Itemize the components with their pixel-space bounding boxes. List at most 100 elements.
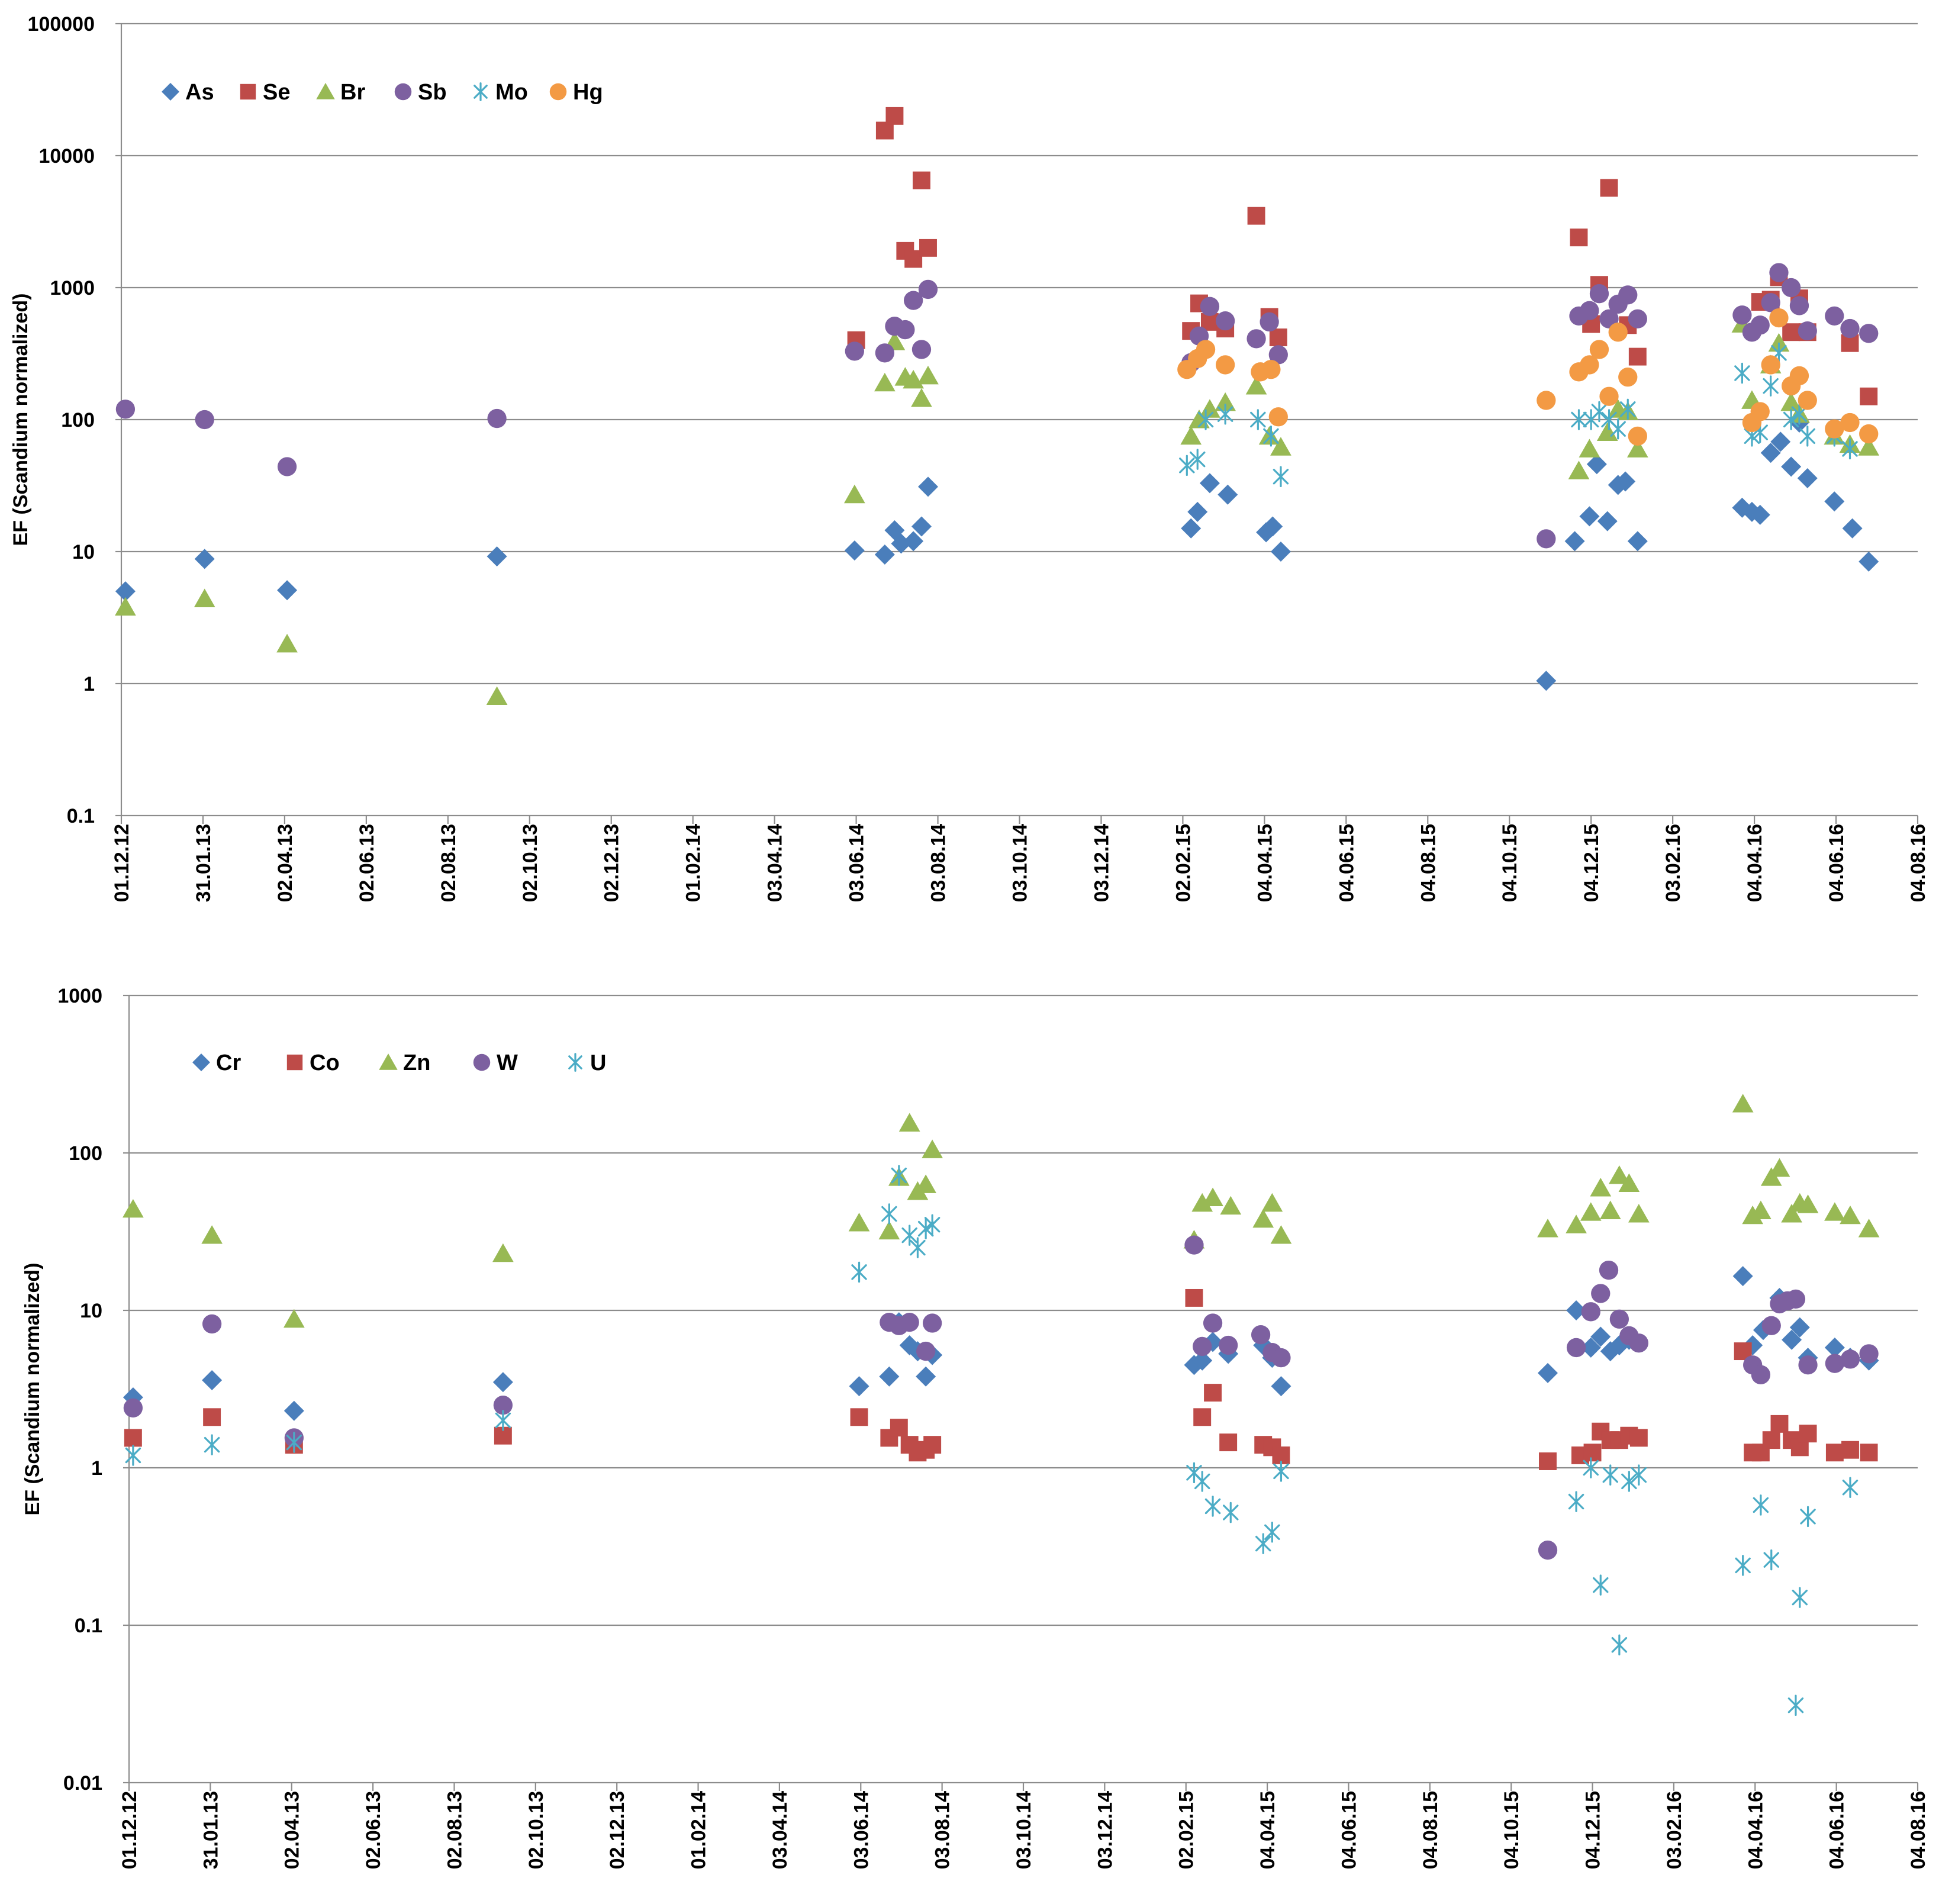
point-sb-30 [1769,263,1789,282]
point-se-14 [1570,228,1588,247]
point-hg-18 [1769,308,1789,328]
point-se-5 [912,171,930,189]
point-zn-0 [123,1199,144,1218]
point-u-17 [1273,1461,1289,1482]
x-tick-label-04-06-16: 04.06.16 [1826,1791,1848,1869]
point-zn-28 [1750,1200,1771,1219]
point-as-8 [903,531,924,552]
point-hg-20 [1789,366,1809,386]
point-co-11 [1185,1288,1203,1307]
point-mo-20 [1799,426,1815,447]
point-zn-16 [1261,1193,1283,1212]
point-sb-34 [1825,306,1844,326]
point-mo-18 [1783,409,1799,430]
point-mo-5 [1263,426,1279,447]
point-as-21 [1586,454,1607,475]
point-br-14 [1215,392,1236,411]
legend-item-mo: Mo [474,80,528,105]
point-co-4 [850,1408,868,1426]
x-tick-label-31-01-13: 31.01.13 [199,1791,222,1869]
point-zn-19 [1566,1214,1587,1233]
point-hg-10 [1589,340,1609,359]
point-sb-35 [1840,318,1860,339]
point-as-36 [1859,551,1879,572]
point-cr-30 [1789,1317,1810,1338]
point-mo-6 [1273,466,1289,488]
point-u-30 [1800,1506,1816,1528]
legend-label-hg: Hg [573,80,603,105]
point-as-33 [1797,468,1818,488]
point-sb-5 [875,343,895,363]
legend-item-br: Br [316,80,365,105]
point-br-13 [1199,399,1220,418]
point-as-11 [1181,518,1202,539]
point-u-13 [1204,1496,1221,1517]
point-as-16 [1262,516,1283,537]
legend: As Se Br Sb Mo Hg [162,80,603,105]
point-sb-25 [1628,309,1647,328]
y-tick-label-10: 10 [72,541,95,563]
point-hg-7 [1537,391,1556,410]
point-cr-25 [1732,1266,1753,1287]
point-mo-13 [1734,362,1750,384]
legend-marker-co [286,1054,303,1071]
point-w-18 [1581,1302,1600,1322]
point-mo-11 [1610,418,1626,440]
series-w [123,1235,1879,1560]
point-co-36 [1860,1444,1878,1462]
point-br-18 [1568,460,1590,479]
legend-label-cr: Cr [216,1051,241,1075]
point-hg-17 [1761,355,1780,375]
point-zn-31 [1781,1203,1802,1223]
legend-marker-zn [379,1054,398,1070]
point-w-15 [1271,1348,1291,1368]
x-tick-label-04-12-15: 04.12.15 [1580,824,1603,902]
point-br-20 [1596,422,1618,442]
point-sb-33 [1798,321,1817,341]
point-br-23 [1626,439,1648,458]
point-as-35 [1842,518,1863,539]
point-cr-12 [1192,1350,1213,1371]
legend-item-w: W [473,1051,518,1075]
legend-marker-hg [549,83,567,101]
point-u-12 [1194,1471,1210,1492]
y-tick-label-1000: 1000 [50,277,95,299]
point-br-1 [194,588,215,607]
point-cr-17 [1271,1376,1291,1397]
legend-label-br: Br [340,80,365,105]
legend-item-zn: Zn [379,1051,430,1075]
point-mo-22 [1842,438,1858,460]
point-as-13 [1199,473,1220,494]
x-tick-label-03-10-14: 03.10.14 [1009,824,1032,902]
point-hg-14 [1628,426,1647,446]
point-w-23 [1629,1333,1648,1353]
point-zn-30 [1769,1158,1790,1177]
point-sb-0 [115,400,136,419]
legend-item-sb: Sb [394,80,447,105]
point-sb-15 [1246,329,1266,349]
point-sb-10 [918,279,938,299]
legend-label-w: W [497,1051,518,1075]
point-co-10 [923,1436,942,1454]
point-co-14 [1219,1433,1238,1452]
point-sb-3 [487,408,507,429]
point-as-5 [874,544,895,565]
point-se-23 [1782,323,1800,342]
point-hg-9 [1580,355,1599,375]
legend-item-as: As [162,80,214,105]
chart-top-ef-as-se-br-sb-mo-hg: 100000 10000 1000 100 10 1 0.1 01.12.12 31.01.13… [9,13,1930,902]
point-u-20 [1593,1574,1609,1596]
point-u-0 [125,1445,141,1466]
point-as-19 [1564,531,1585,552]
point-as-0 [115,581,136,602]
point-mo-9 [1591,401,1608,423]
point-cr-2 [284,1400,304,1421]
x-tick-label-03-08-14: 03.08.14 [932,1791,954,1869]
point-sb-16 [1260,312,1279,332]
point-u-1 [204,1434,220,1455]
point-as-28 [1750,504,1770,525]
x-tick-label-01-12-12: 01.12.12 [111,824,133,902]
legend-item-u: U [568,1051,606,1075]
point-sb-2 [277,457,297,476]
point-w-3 [493,1395,513,1415]
